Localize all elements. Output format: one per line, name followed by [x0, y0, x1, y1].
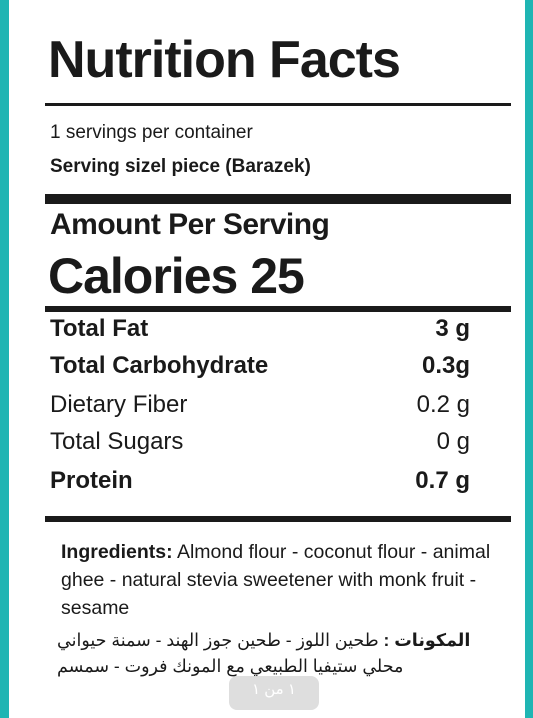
nutrient-name: Protein — [50, 467, 133, 494]
arabic-ingredients-text: طحين اللوز - طحين جوز الهند - سمنة حيوان… — [57, 630, 404, 676]
nutrient-name: Dietary Fiber — [50, 391, 188, 418]
nutrient-row-total-carbohydrate: Total Carbohydrate 0.3g — [50, 352, 470, 386]
nutrient-row-total-sugars: Total Sugars 0 g — [50, 428, 470, 462]
nutrient-name: Total Fat — [50, 315, 149, 342]
left-accent-border — [0, 0, 9, 718]
nutrient-amount: 3 g — [435, 315, 470, 342]
serving-rule — [45, 194, 511, 204]
title-rule — [45, 103, 511, 106]
ingredients-text: Almond flour - coconut flour - animal gh… — [61, 541, 491, 619]
amount-per-serving: Amount Per Serving — [50, 208, 330, 241]
right-accent-border — [525, 0, 533, 718]
calories-rule — [45, 306, 511, 312]
nutrient-amount: 0.3g — [421, 352, 470, 379]
calories: Calories 25 — [48, 248, 305, 304]
nutrient-amount: 0 g — [436, 428, 470, 455]
serving-size: Serving sizel piece (Barazek) — [50, 156, 311, 177]
servings-per-container: 1 servings per container — [50, 122, 253, 143]
ingredients-label: Ingredients: — [61, 541, 173, 563]
nutrition-title: Nutrition Facts — [48, 31, 401, 89]
bottom-rule — [45, 516, 511, 522]
nutrient-amount: 0.2 g — [416, 391, 470, 418]
nutrient-name: Total Sugars — [50, 428, 184, 455]
nutrient-row-total-fat: Total Fat 3 g — [50, 315, 470, 349]
ingredients-english: Ingredients: Almond flour - coconut flou… — [61, 538, 511, 622]
nutrient-row-dietary-fiber: Dietary Fiber 0.2 g — [50, 391, 470, 425]
nutrient-name: Total Carbohydrate — [50, 352, 269, 379]
ingredients-arabic: المكونات : طحين اللوز - طحين جوز الهند -… — [57, 627, 507, 679]
page-indicator-badge: ١ من ١ — [229, 676, 319, 710]
nutrient-row-protein: Protein 0.7 g — [50, 467, 470, 501]
nutrition-label: Nutrition Facts 1 servings per container… — [45, 0, 511, 718]
arabic-ingredients-label: المكونات : — [383, 630, 471, 650]
nutrient-amount: 0.7 g — [415, 467, 470, 494]
